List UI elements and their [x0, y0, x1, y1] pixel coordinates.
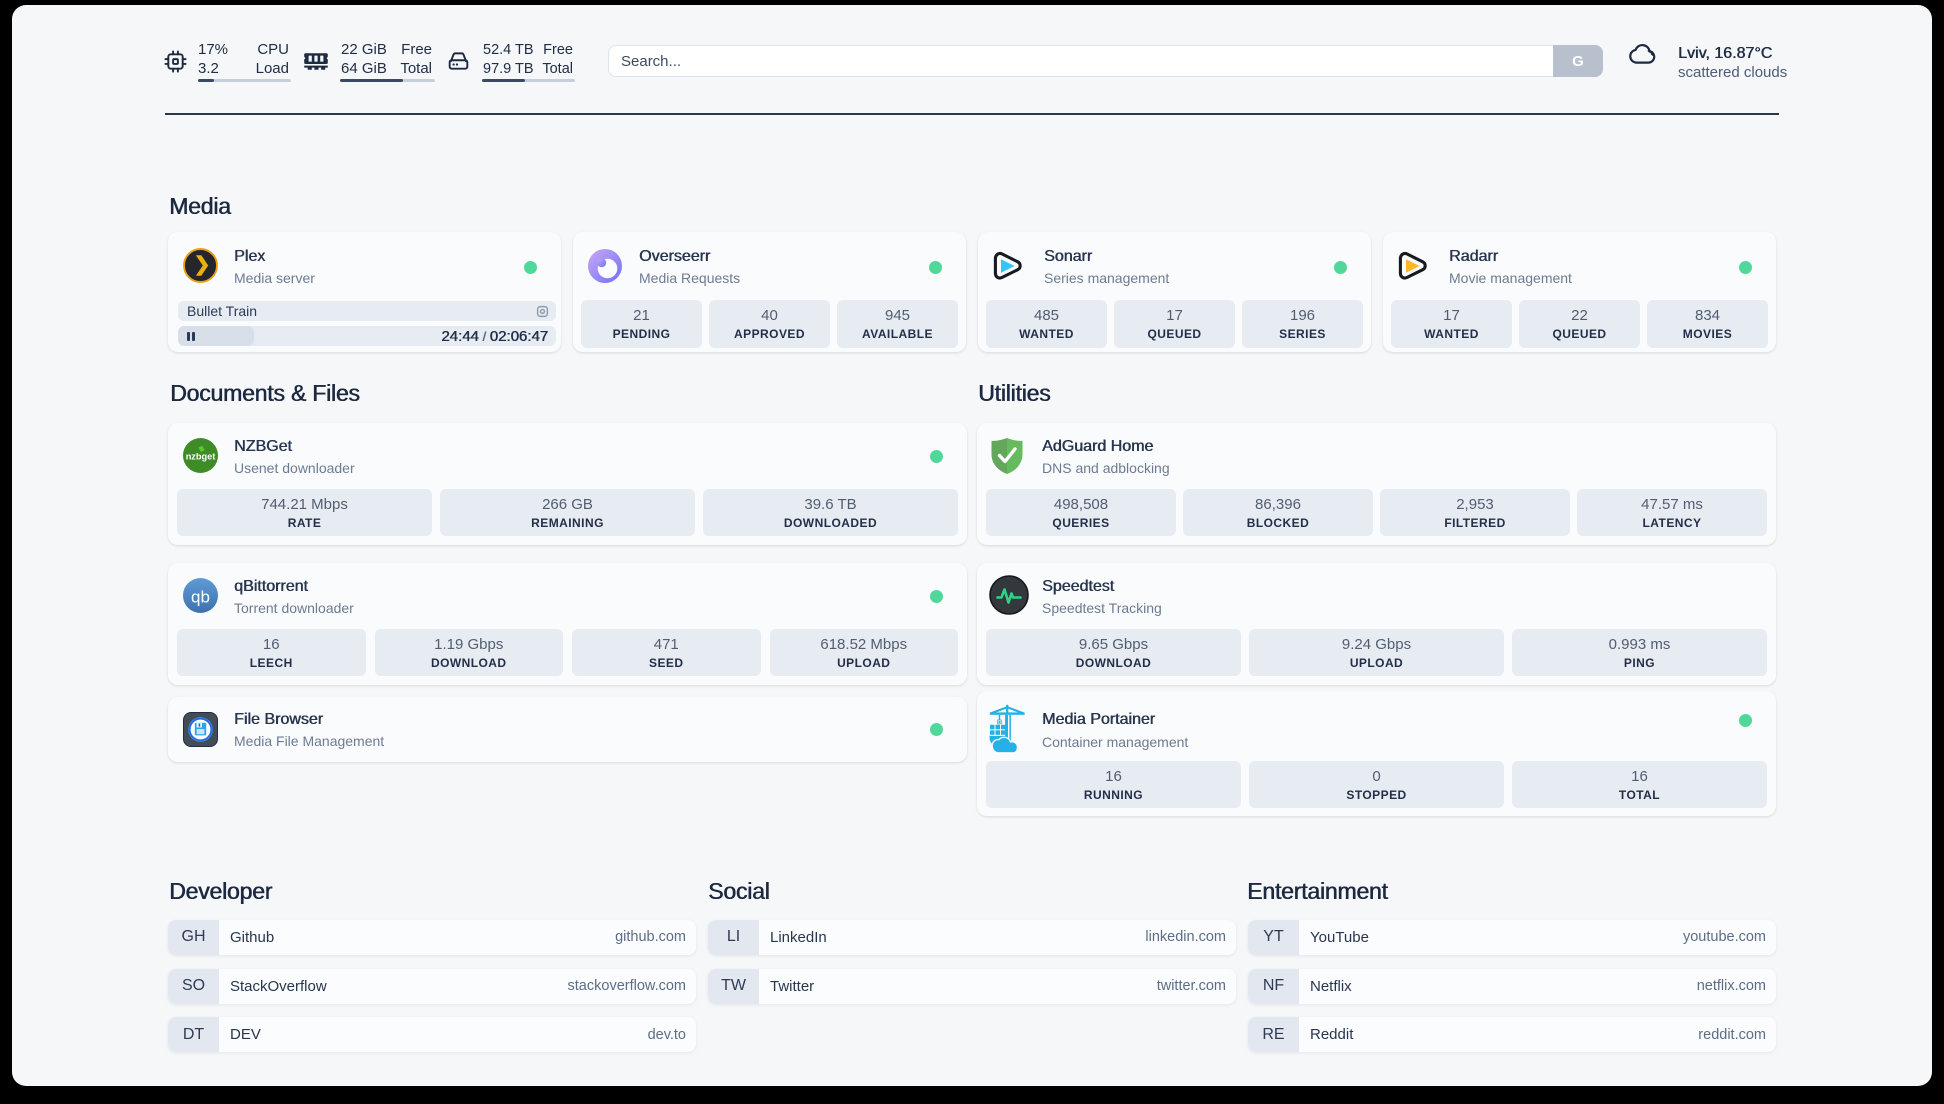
- svg-text:qb: qb: [191, 588, 210, 607]
- svg-text:nzbget: nzbget: [186, 452, 216, 462]
